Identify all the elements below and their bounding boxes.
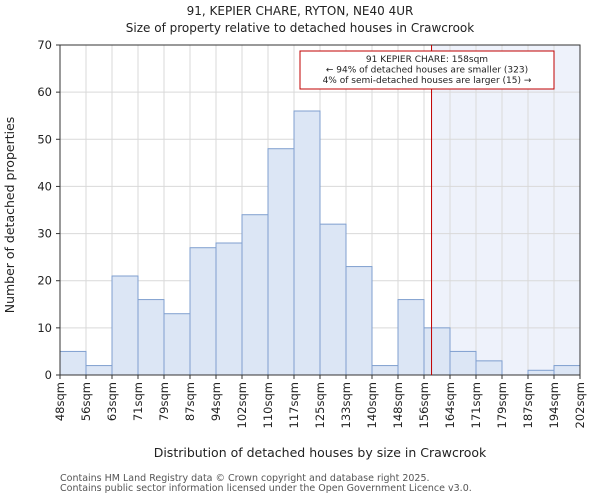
bar (475, 360, 503, 376)
bar (371, 365, 399, 376)
y-tick-label: 0 (45, 368, 52, 382)
annotation-line-2: ← 94% of detached houses are smaller (32… (326, 66, 528, 76)
y-tick-label: 60 (37, 85, 52, 99)
x-tick-label: 79sqm (157, 382, 171, 421)
bar (293, 110, 321, 376)
plot-frame (59, 44, 581, 376)
y-axis-label: Number of detached properties (2, 117, 17, 314)
annotation-line-3: 4% of semi-detached houses are larger (1… (323, 76, 532, 86)
x-axis-label: Distribution of detached houses by size … (154, 445, 487, 460)
bar (163, 313, 191, 376)
y-axis-ticks: 0 10 20 30 40 50 60 70 (37, 38, 60, 382)
bar (553, 365, 581, 376)
y-tick-label: 40 (37, 179, 52, 193)
x-tick-label: 179sqm (495, 382, 509, 428)
x-tick-label: 148sqm (391, 382, 405, 428)
x-tick-label: 110sqm (261, 382, 275, 428)
x-tick-label: 133sqm (339, 382, 353, 428)
bar (423, 327, 451, 376)
x-tick-label: 202sqm (573, 382, 587, 428)
x-tick-label: 102sqm (235, 382, 249, 428)
x-tick-label: 125sqm (313, 382, 327, 428)
annotation-box: 91 KEPIER CHARE: 158sqm ← 94% of detache… (299, 50, 555, 90)
bar (85, 365, 113, 376)
x-tick-label: 171sqm (469, 382, 483, 428)
x-tick-label: 194sqm (547, 382, 561, 428)
chart-title: 91, KEPIER CHARE, RYTON, NE40 4UR (187, 4, 414, 18)
larger-region-highlight (431, 45, 580, 375)
bar (345, 266, 373, 376)
y-tick-label: 50 (37, 132, 52, 146)
x-tick-label: 164sqm (443, 382, 457, 428)
x-tick-label: 63sqm (105, 382, 119, 421)
bar (241, 214, 269, 376)
bar (449, 350, 477, 376)
y-tick-label: 70 (37, 38, 52, 52)
bar (111, 275, 139, 376)
bar (215, 242, 243, 376)
x-tick-label: 187sqm (521, 382, 535, 428)
footer-line-1: Contains HM Land Registry data © Crown c… (60, 473, 430, 484)
x-tick-label: 156sqm (417, 382, 431, 428)
annotation-frame (299, 50, 555, 90)
bar (527, 369, 555, 376)
x-tick-label: 87sqm (183, 382, 197, 421)
x-tick-label: 71sqm (131, 382, 145, 421)
x-tick-label: 140sqm (365, 382, 379, 428)
bar (267, 148, 295, 376)
bar (319, 223, 347, 376)
bar (59, 350, 87, 376)
bar (397, 299, 425, 376)
x-tick-label: 117sqm (287, 382, 301, 428)
x-tick-label: 48sqm (53, 382, 67, 421)
x-tick-label: 56sqm (79, 382, 93, 421)
bars (59, 110, 581, 376)
x-tick-label: 94sqm (209, 382, 223, 421)
bar (137, 299, 165, 376)
footer-line-2: Contains public sector information licen… (60, 483, 472, 494)
y-tick-label: 30 (37, 227, 52, 241)
y-tick-label: 20 (37, 274, 52, 288)
bar (189, 247, 217, 376)
y-tick-label: 10 (37, 321, 52, 335)
annotation-line-1: 91 KEPIER CHARE: 158sqm (366, 55, 488, 65)
chart-subtitle: Size of property relative to detached ho… (126, 21, 474, 35)
x-axis-ticks: 48sqm 56sqm 63sqm 71sqm 79sqm 87sqm 94sqm 102sq… (53, 375, 587, 428)
